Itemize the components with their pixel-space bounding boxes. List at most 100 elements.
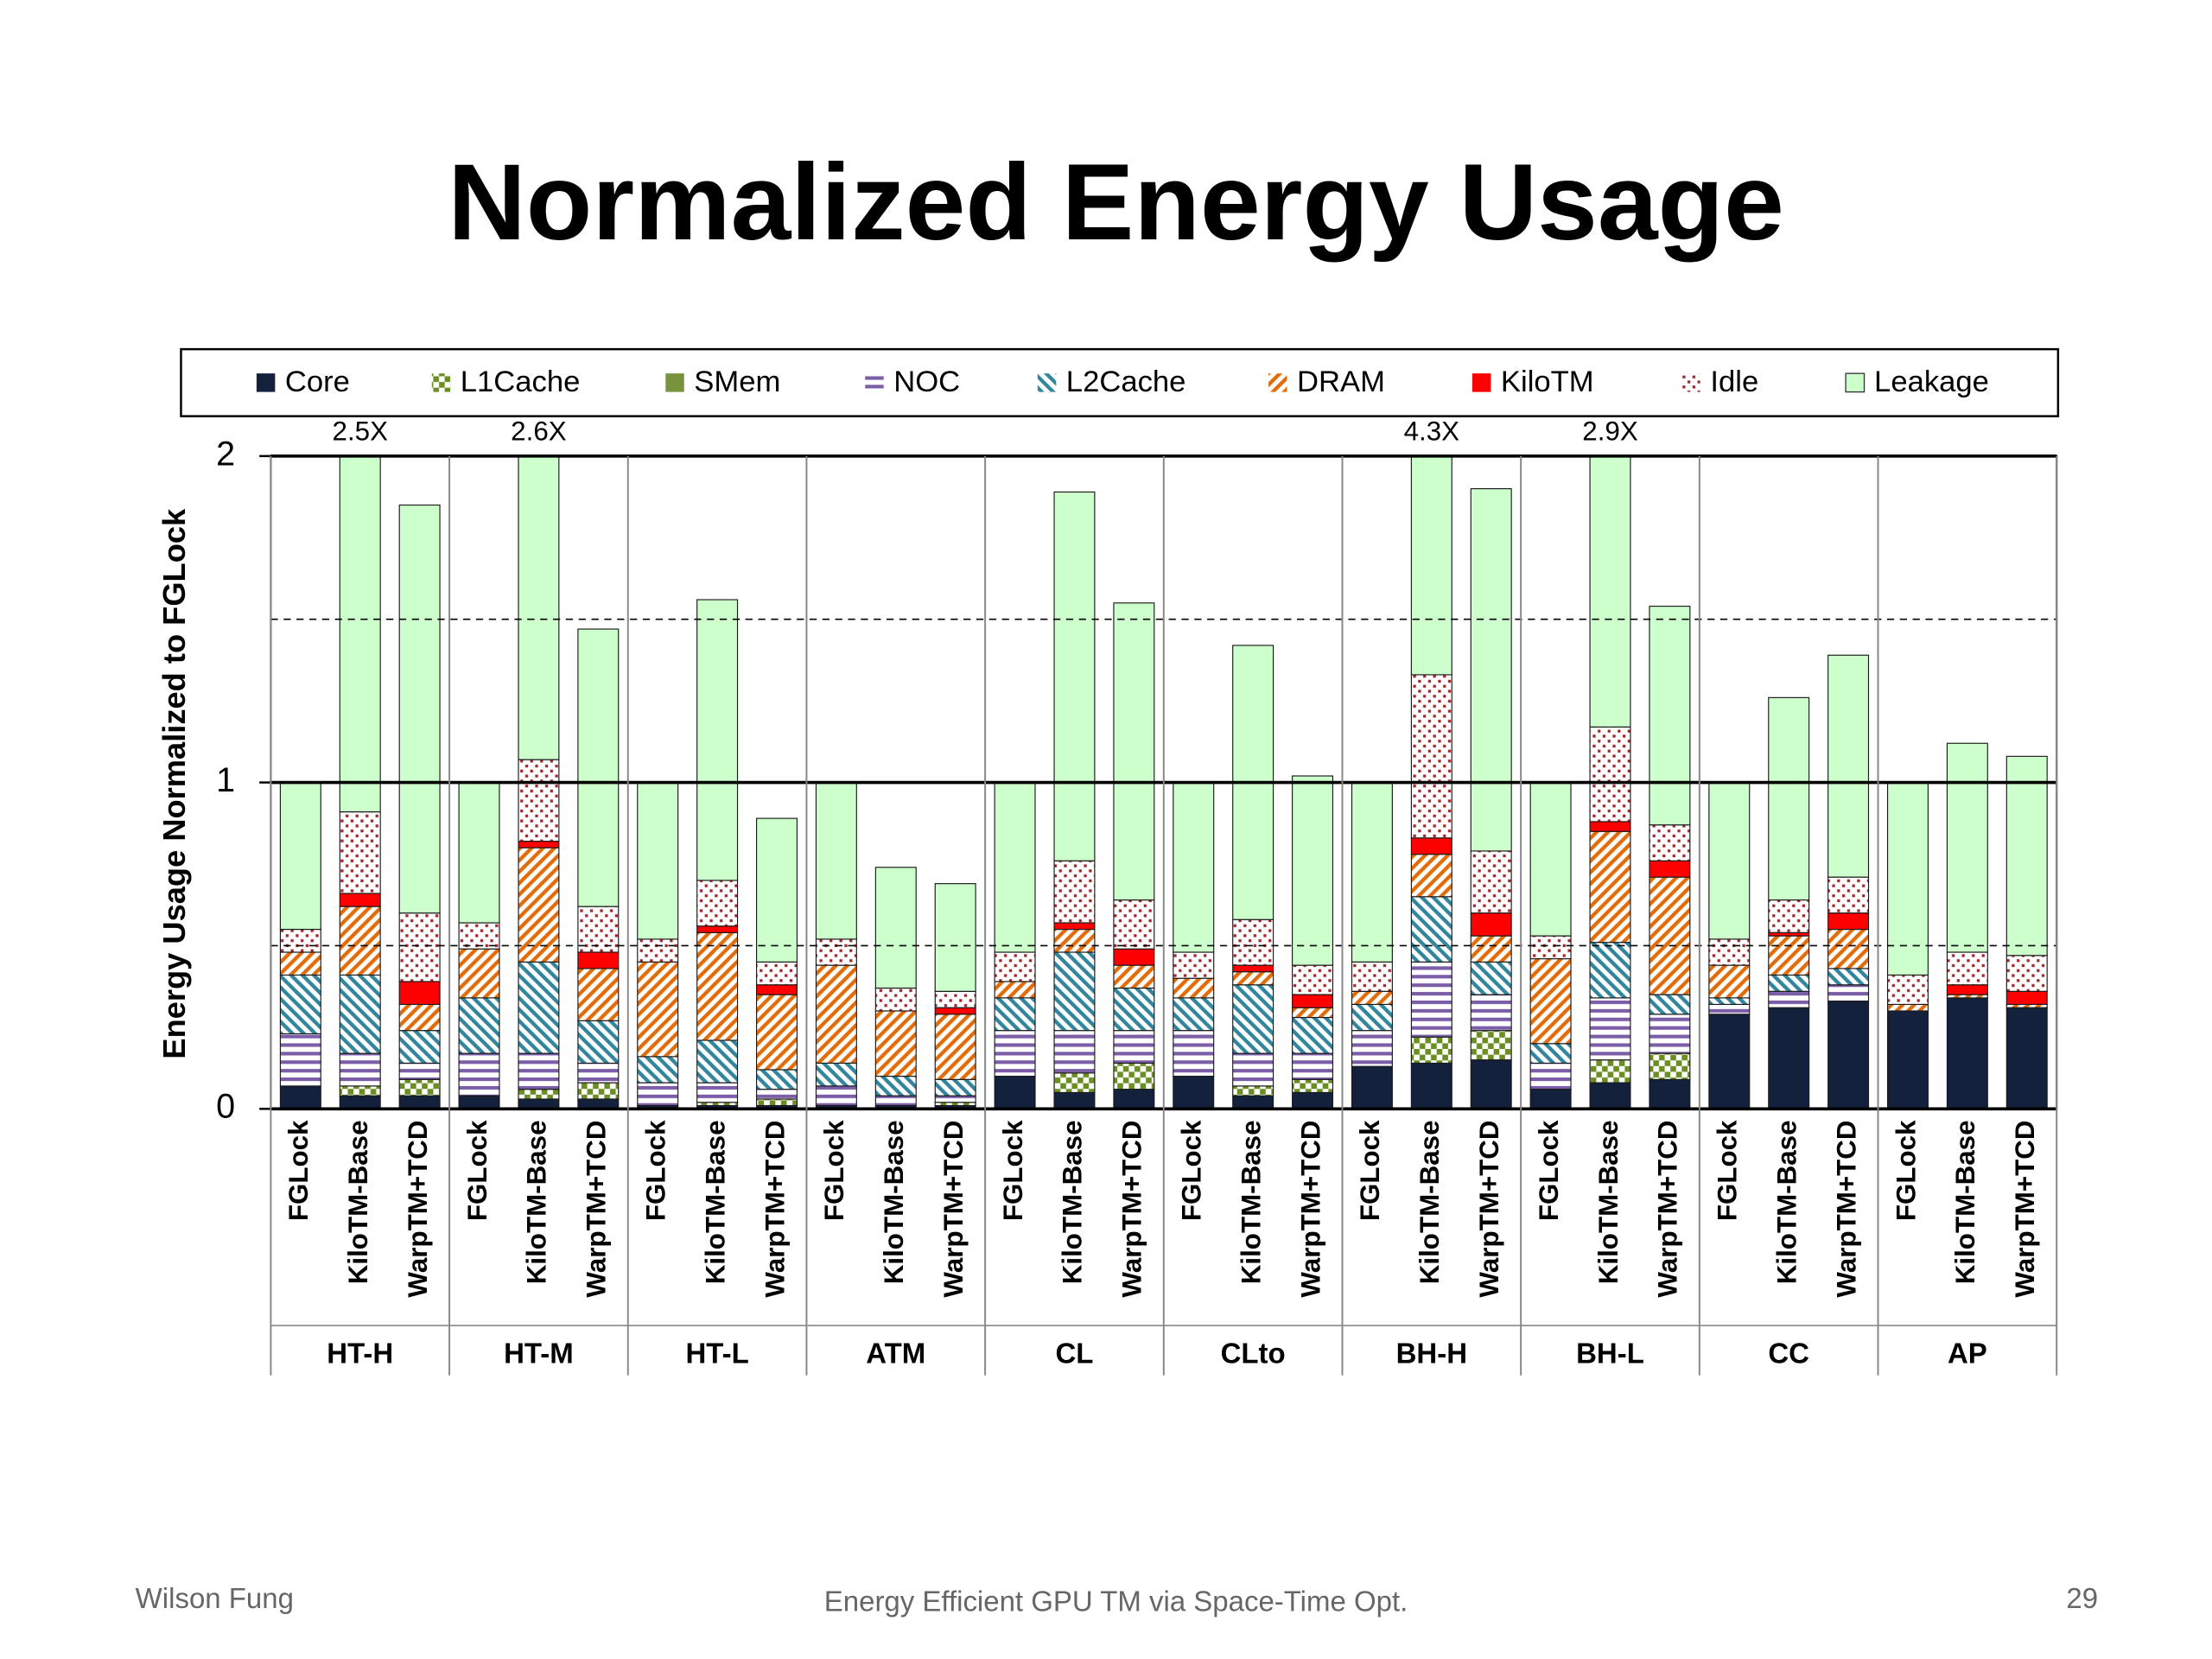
bar-segment (755, 994, 798, 1071)
bar-segment (518, 840, 560, 849)
bar-segment (518, 961, 560, 1054)
bar-segment (1827, 984, 1870, 1002)
bar-segment (279, 928, 321, 953)
bar-segment (934, 1078, 976, 1096)
y-axis-label: Energy Usage Normalized to FGLock (156, 508, 192, 1059)
x-tick-label: FGLock (998, 1120, 1028, 1221)
bar-segment (577, 628, 620, 907)
bar-segment (1886, 1010, 1929, 1109)
x-tick-label: FGLock (1891, 1120, 1921, 1221)
bar-segment (1589, 1082, 1631, 1109)
bar-segment (1589, 821, 1631, 832)
bar-segment (1589, 1059, 1631, 1084)
bar-segment (1827, 912, 1870, 931)
legend-swatch (1845, 372, 1866, 393)
bar-segment (994, 1075, 1036, 1109)
group-label: BH-L (1576, 1337, 1644, 1369)
bar-segment (1886, 1003, 1929, 1012)
x-tick-label: KiloTM-Base (1058, 1120, 1088, 1284)
bar-segment (815, 1062, 857, 1087)
bar-segment (934, 1014, 976, 1080)
bar-segment (1292, 1007, 1334, 1019)
bar-segment (2005, 990, 2048, 1006)
legend-label: L1Cache (461, 365, 581, 398)
bar-segment (637, 1056, 679, 1084)
bar-segment (1113, 1062, 1155, 1090)
annotation: 2.5X (333, 416, 389, 447)
bar-segment (1529, 957, 1572, 1045)
bar-segment (1113, 964, 1155, 989)
bar-segment (1827, 654, 1870, 878)
bar-segment (1113, 1030, 1155, 1064)
bar-segment (637, 938, 679, 963)
bar-segment (1053, 1091, 1096, 1109)
bar-segment (1113, 987, 1155, 1032)
bar-segment (1827, 928, 1870, 969)
legend-swatch (1471, 373, 1491, 392)
bar-segment (398, 1030, 441, 1064)
bar-segment (994, 951, 1036, 982)
bar-segment (1529, 781, 1572, 937)
bar-segment (696, 599, 739, 881)
bar-segment (398, 981, 441, 1006)
bar-segment (1946, 997, 1988, 1109)
bar-segment (1351, 1065, 1393, 1109)
bar-segment (755, 961, 798, 986)
bar-segment (1827, 968, 1870, 986)
bar-segment (1232, 964, 1274, 973)
bar-segment (1053, 1072, 1096, 1093)
bar-segment (1589, 942, 1631, 999)
bar-segment (1232, 918, 1274, 966)
bar-segment (518, 1089, 560, 1100)
bar-segment (1946, 742, 1988, 953)
bar-segment (1053, 1030, 1096, 1074)
bar-segment (1529, 1062, 1572, 1090)
bar-segment (1768, 1007, 1810, 1109)
legend-box (180, 347, 2060, 417)
bar-segment (1708, 781, 1751, 940)
bar-segment (1292, 1091, 1334, 1109)
bar-segment (1708, 1003, 1751, 1015)
bar-segment (577, 951, 620, 969)
bar-segment (1410, 837, 1452, 855)
bar-segment (1053, 922, 1096, 931)
group-label: BH-H (1396, 1337, 1467, 1369)
bar-segment (1232, 984, 1274, 1054)
bar-segment (1946, 984, 1988, 995)
group-label: ATM (866, 1337, 925, 1369)
bar-segment (1589, 455, 1631, 728)
bar-segment (1589, 726, 1631, 823)
bar-segment (1053, 928, 1096, 953)
bar-segment (1410, 455, 1452, 676)
group-label: HT-H (327, 1337, 393, 1369)
legend-label: KiloTM (1501, 365, 1594, 398)
bar-segment (1589, 830, 1631, 944)
bar-segment (874, 987, 917, 1012)
bar-segment (934, 883, 976, 992)
bar-segment (874, 1010, 917, 1077)
bar-segment (1886, 781, 1929, 976)
x-tick-label: FGLock (283, 1120, 314, 1221)
annotation: 2.9X (1582, 416, 1638, 447)
footer-center: Energy Efficient GPU TM via Space-Time O… (824, 1585, 1408, 1617)
bar-segment (755, 1098, 798, 1107)
x-tick-label: WarpTM+TCD (1295, 1120, 1325, 1297)
bar-segment (577, 1082, 620, 1100)
x-tick-label: WarpTM+TCD (1831, 1120, 1861, 1297)
bar-segment (339, 1095, 381, 1109)
bar-segment (1827, 1001, 1870, 1109)
bar-segment (1529, 935, 1572, 960)
legend-swatch (665, 373, 684, 392)
legend-label: Leakage (1874, 365, 1989, 398)
bars (279, 455, 2048, 1109)
bar-segment (1410, 896, 1452, 963)
bar-segment (518, 759, 560, 842)
group-label: AP (1948, 1337, 1987, 1369)
bar-segment (994, 981, 1036, 999)
bar-segment (1410, 854, 1452, 898)
bar-segment (1649, 606, 1691, 826)
bar-segment (637, 781, 679, 940)
bar-segment (1649, 1078, 1691, 1109)
bar-segment (994, 997, 1036, 1032)
